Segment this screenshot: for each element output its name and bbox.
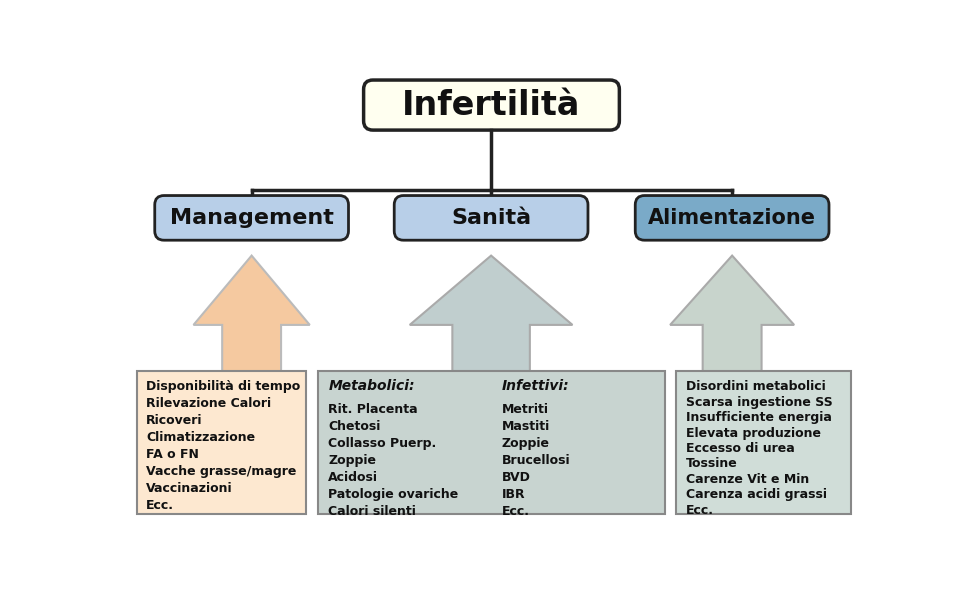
FancyBboxPatch shape: [317, 371, 665, 513]
FancyBboxPatch shape: [137, 371, 306, 513]
Text: Infettivi:: Infettivi:: [502, 379, 570, 393]
Text: Vaccinazioni: Vaccinazioni: [146, 482, 233, 495]
Text: Vacche grasse/magre: Vacche grasse/magre: [146, 465, 296, 478]
Text: Zoppie: Zoppie: [328, 454, 376, 467]
Text: Calori silenti: Calori silenti: [328, 505, 416, 518]
Text: Mastiti: Mastiti: [502, 421, 550, 434]
Text: Tossine: Tossine: [686, 457, 737, 470]
Text: Rit. Placenta: Rit. Placenta: [328, 404, 418, 417]
Text: Infertilità: Infertilità: [402, 88, 581, 122]
Polygon shape: [409, 255, 573, 371]
Text: Scarsa ingestione SS: Scarsa ingestione SS: [686, 396, 832, 409]
Text: Acidosi: Acidosi: [328, 471, 379, 484]
Text: Ecc.: Ecc.: [146, 499, 175, 512]
Text: Alimentazione: Alimentazione: [648, 208, 816, 228]
FancyBboxPatch shape: [394, 195, 588, 240]
FancyBboxPatch shape: [635, 195, 829, 240]
Text: Brucellosi: Brucellosi: [502, 454, 571, 467]
Text: Eccesso di urea: Eccesso di urea: [686, 442, 794, 455]
FancyBboxPatch shape: [154, 195, 348, 240]
Text: Sanità: Sanità: [451, 208, 531, 228]
Polygon shape: [194, 255, 310, 371]
Text: Zoppie: Zoppie: [502, 437, 550, 450]
Text: BVD: BVD: [502, 471, 531, 484]
Text: Metabolici:: Metabolici:: [328, 379, 415, 393]
Polygon shape: [670, 255, 794, 371]
Text: Climatizzazione: Climatizzazione: [146, 431, 255, 444]
Text: Patologie ovariche: Patologie ovariche: [328, 488, 458, 501]
FancyBboxPatch shape: [363, 80, 620, 130]
Text: IBR: IBR: [502, 488, 526, 501]
Text: Chetosi: Chetosi: [328, 421, 381, 434]
Text: Rilevazione Calori: Rilevazione Calori: [146, 397, 271, 410]
FancyBboxPatch shape: [676, 371, 851, 513]
Text: Ecc.: Ecc.: [686, 503, 713, 516]
Text: Elevata produzione: Elevata produzione: [686, 427, 821, 440]
Text: Disponibilità di tempo: Disponibilità di tempo: [146, 381, 300, 394]
Text: Management: Management: [170, 208, 334, 228]
Text: FA o FN: FA o FN: [146, 448, 199, 461]
Text: Carenze Vit e Min: Carenze Vit e Min: [686, 473, 808, 486]
Text: Collasso Puerp.: Collasso Puerp.: [328, 437, 436, 450]
Text: Ricoveri: Ricoveri: [146, 414, 202, 427]
Text: Metriti: Metriti: [502, 404, 549, 417]
Text: Ecc.: Ecc.: [502, 505, 530, 518]
Text: Carenza acidi grassi: Carenza acidi grassi: [686, 488, 827, 501]
Text: Insufficiente energia: Insufficiente energia: [686, 411, 831, 424]
Text: Disordini metabolici: Disordini metabolici: [686, 381, 826, 394]
